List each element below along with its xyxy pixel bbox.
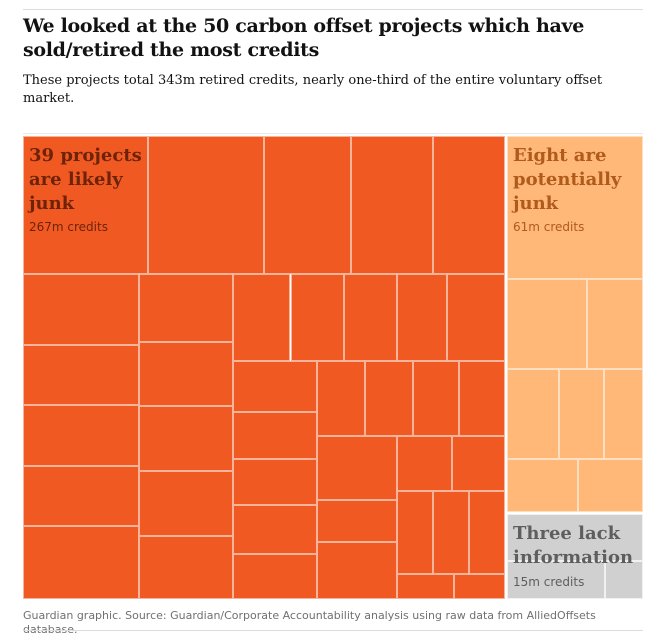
project-cell — [148, 136, 264, 274]
project-cell — [23, 405, 139, 466]
project-cell — [317, 542, 397, 599]
project-cell — [432, 136, 505, 274]
project-cell — [558, 369, 604, 460]
project-cell — [232, 273, 291, 362]
project-cell — [396, 435, 452, 492]
project-cell — [507, 459, 578, 512]
project-cell — [23, 525, 139, 599]
project-cell — [23, 345, 139, 406]
chart-subtitle: These projects total 343m retired credit… — [23, 73, 603, 106]
project-cell — [232, 361, 317, 413]
project-cell — [350, 136, 433, 274]
project-cell — [507, 560, 605, 599]
project-cell — [232, 553, 317, 599]
project-cell — [343, 273, 397, 362]
project-cell — [507, 514, 643, 561]
project-cell — [447, 273, 505, 362]
project-cell — [138, 471, 233, 537]
chart-title: We looked at the 50 carbon offset projec… — [23, 15, 585, 61]
project-cell — [507, 278, 588, 370]
project-cell — [432, 491, 469, 575]
treemap-frame: 39 projects are likely junk 267m credits E… — [23, 133, 643, 599]
project-cell — [317, 361, 366, 436]
project-cell — [587, 278, 643, 370]
project-cell — [507, 369, 559, 460]
group-label: 39 projects are likely junk — [29, 145, 142, 214]
group-credits: 267m credits — [29, 220, 108, 234]
group-label: Three lack information — [513, 523, 634, 568]
project-cell — [138, 273, 233, 342]
group-credits: 15m credits — [513, 575, 585, 589]
project-cell — [23, 465, 139, 526]
project-cell — [23, 136, 149, 274]
treemap: 39 projects are likely junk 267m credits E… — [23, 136, 643, 599]
bottom-rule — [23, 630, 643, 631]
project-cell — [138, 536, 233, 599]
project-cell — [413, 361, 460, 436]
group-label: Eight are potentially junk — [513, 145, 622, 214]
project-cell — [138, 406, 233, 472]
project-cell — [451, 435, 505, 492]
project-cell — [264, 136, 351, 274]
project-cell — [468, 491, 505, 575]
project-cell — [365, 361, 414, 436]
project-cell — [454, 574, 505, 599]
project-cell — [138, 341, 233, 407]
project-cell — [577, 459, 643, 512]
source-note: Guardian graphic. Source: Guardian/Corpo… — [23, 609, 596, 636]
group-credits: 61m credits — [513, 220, 585, 234]
project-cell — [396, 491, 433, 575]
top-rule — [23, 9, 643, 10]
project-cell — [232, 458, 317, 505]
project-cell — [317, 500, 397, 543]
project-cell — [232, 505, 317, 554]
project-cell — [603, 369, 643, 460]
project-cell — [459, 361, 505, 436]
project-cell — [290, 273, 344, 362]
project-cell — [396, 574, 455, 599]
project-cell — [23, 273, 139, 346]
project-cell — [604, 560, 643, 599]
project-cell — [232, 412, 317, 459]
project-cell — [317, 435, 397, 501]
project-cell — [396, 273, 448, 362]
project-cell — [507, 136, 643, 279]
